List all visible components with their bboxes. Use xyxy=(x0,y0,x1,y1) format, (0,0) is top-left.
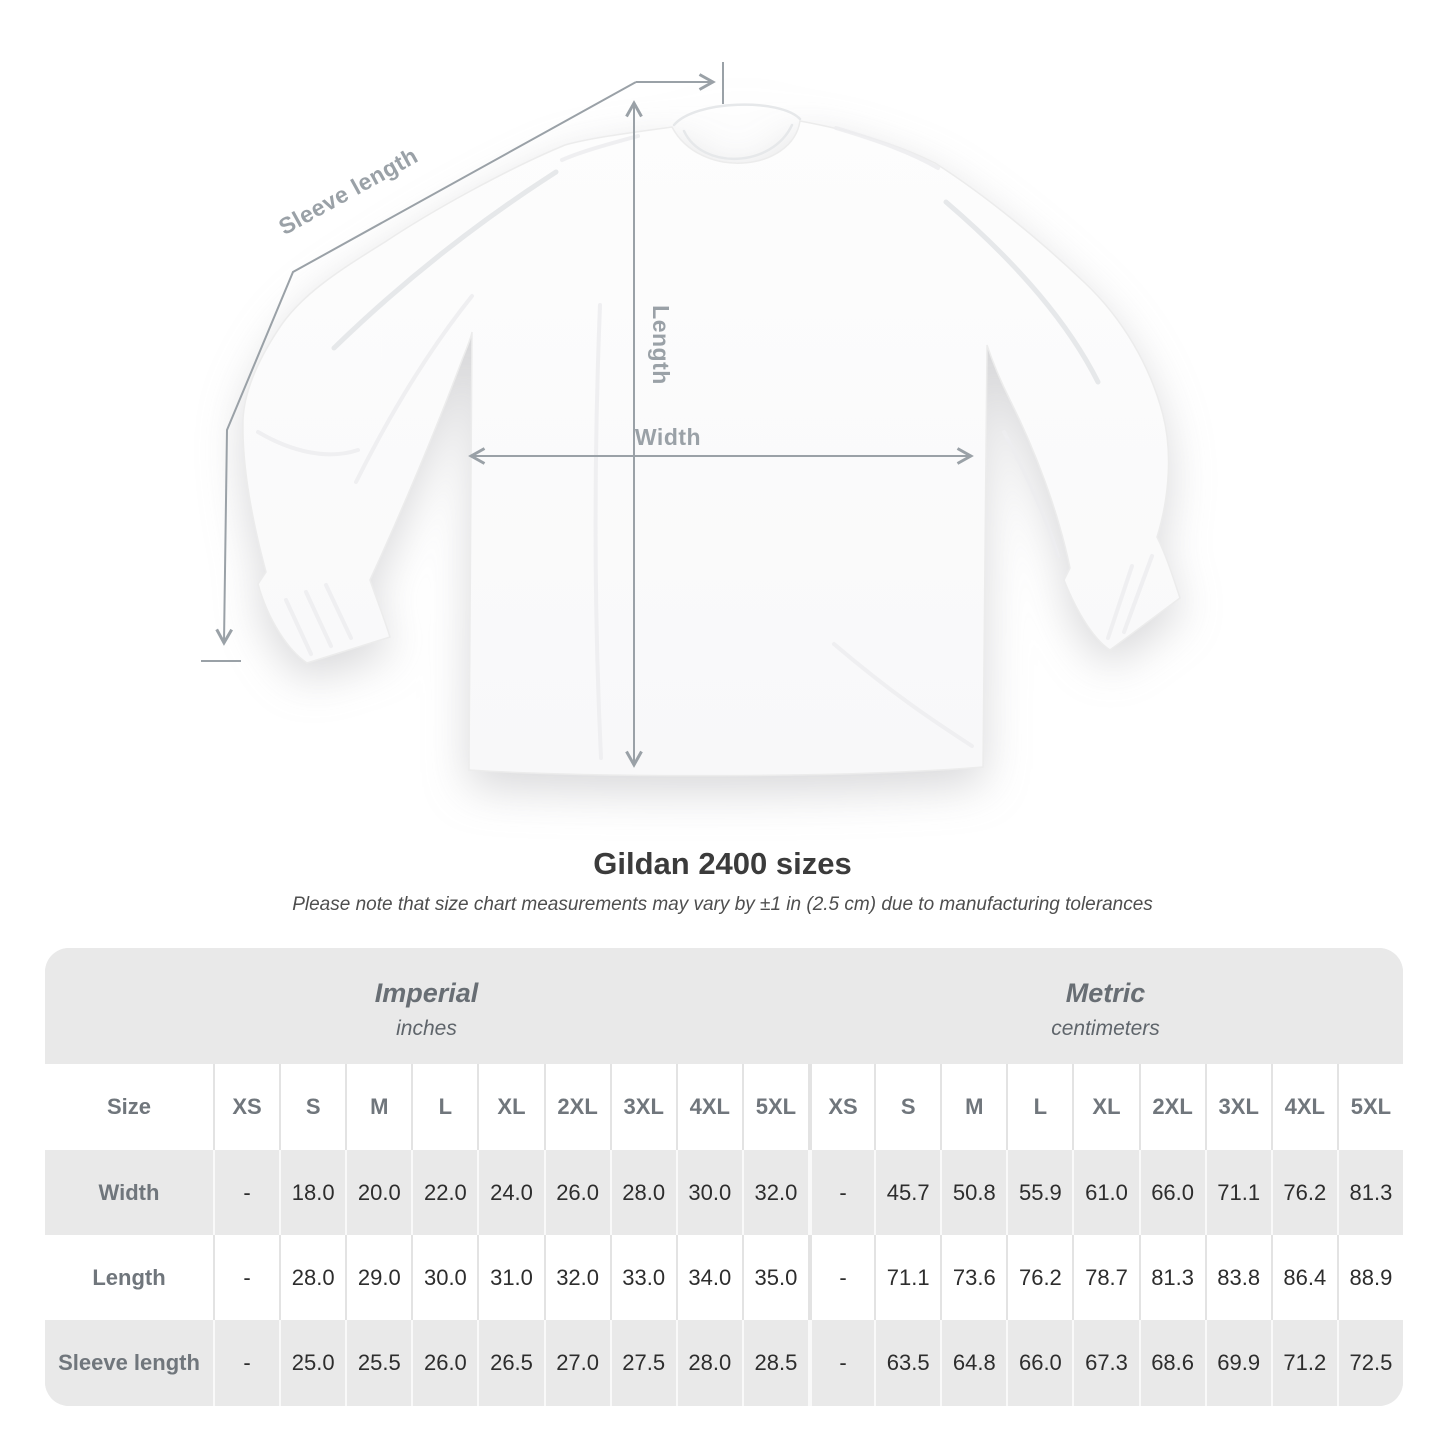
value-cell: 30.0 xyxy=(411,1235,478,1320)
value-cell: 45.7 xyxy=(874,1150,941,1235)
row-label: Width xyxy=(45,1150,213,1235)
value-cell: - xyxy=(213,1150,280,1235)
value-cell: 26.5 xyxy=(477,1320,544,1406)
value-cell: 28.0 xyxy=(279,1235,346,1320)
imperial-unit-group-header: Imperial inches xyxy=(45,948,808,1064)
size-column-header: XS xyxy=(213,1064,280,1150)
size-column-header: S xyxy=(279,1064,346,1150)
value-cell: 63.5 xyxy=(874,1320,941,1406)
value-cell: 35.0 xyxy=(741,1235,808,1320)
value-cell: 72.5 xyxy=(1336,1320,1403,1406)
size-column-header: M xyxy=(940,1064,1007,1150)
value-cell: 81.3 xyxy=(1336,1150,1403,1235)
value-cell: 25.5 xyxy=(345,1320,412,1406)
size-column-header: XL xyxy=(477,1064,544,1150)
value-cell: 24.0 xyxy=(477,1150,544,1235)
value-cell: 67.3 xyxy=(1072,1320,1139,1406)
size-column-header: 3XL xyxy=(609,1064,676,1150)
size-column-header: 4XL xyxy=(1270,1064,1337,1150)
value-cell: 86.4 xyxy=(1270,1235,1337,1320)
value-cell: 34.0 xyxy=(675,1235,742,1320)
size-column-header: L xyxy=(411,1064,478,1150)
value-cell: 76.2 xyxy=(1270,1150,1337,1235)
value-cell: 66.0 xyxy=(1138,1150,1205,1235)
value-cell: 32.0 xyxy=(741,1150,808,1235)
value-cell: 18.0 xyxy=(279,1150,346,1235)
sleeve-length-measure-line xyxy=(201,62,724,662)
shirt-diagram-svg: Sleeve length Length Width xyxy=(201,62,1181,777)
value-cell: 22.0 xyxy=(411,1150,478,1235)
value-cell: 28.0 xyxy=(675,1320,742,1406)
value-cell: - xyxy=(808,1235,875,1320)
size-column-header: Size xyxy=(45,1064,213,1150)
row-label: Sleeve length xyxy=(45,1320,213,1406)
value-cell: 71.2 xyxy=(1270,1320,1337,1406)
value-cell: 29.0 xyxy=(345,1235,412,1320)
size-column-header: 2XL xyxy=(543,1064,610,1150)
value-cell: 50.8 xyxy=(940,1150,1007,1235)
tolerance-note: Please note that size chart measurements… xyxy=(292,894,1153,915)
value-cell: 28.5 xyxy=(741,1320,808,1406)
value-cell: 26.0 xyxy=(411,1320,478,1406)
value-cell: - xyxy=(213,1320,280,1406)
long-sleeve-shirt-illustration xyxy=(242,103,1181,777)
value-cell: 28.0 xyxy=(609,1150,676,1235)
value-cell: 81.3 xyxy=(1138,1235,1205,1320)
size-column-header: XS xyxy=(808,1064,875,1150)
value-cell: 88.9 xyxy=(1336,1235,1403,1320)
value-cell: 64.8 xyxy=(940,1320,1007,1406)
length-label: Length xyxy=(648,305,674,385)
value-cell: 66.0 xyxy=(1006,1320,1073,1406)
value-cell: - xyxy=(808,1150,875,1235)
value-cell: 78.7 xyxy=(1072,1235,1139,1320)
width-label: Width xyxy=(635,424,701,450)
value-cell: - xyxy=(213,1235,280,1320)
value-cell: 20.0 xyxy=(345,1150,412,1235)
value-cell: 27.0 xyxy=(543,1320,610,1406)
value-cell: 32.0 xyxy=(543,1235,610,1320)
value-cell: 33.0 xyxy=(609,1235,676,1320)
row-label: Length xyxy=(45,1235,213,1320)
size-column-header: M xyxy=(345,1064,412,1150)
size-column-header: 3XL xyxy=(1204,1064,1271,1150)
metric-unit-group-header: Metric centimeters xyxy=(808,948,1403,1064)
size-column-header: 5XL xyxy=(1336,1064,1403,1150)
value-cell: - xyxy=(808,1320,875,1406)
size-column-header: L xyxy=(1006,1064,1073,1150)
value-cell: 30.0 xyxy=(675,1150,742,1235)
page-title: Gildan 2400 sizes xyxy=(593,846,852,881)
value-cell: 71.1 xyxy=(874,1235,941,1320)
metric-unit: centimeters xyxy=(1051,1016,1160,1040)
value-cell: 26.0 xyxy=(543,1150,610,1235)
value-cell: 25.0 xyxy=(279,1320,346,1406)
size-column-header: S xyxy=(874,1064,941,1150)
value-cell: 73.6 xyxy=(940,1235,1007,1320)
imperial-label: Imperial xyxy=(374,977,479,1008)
shirt-measurement-diagram: Sleeve length Length Width xyxy=(201,62,1181,777)
value-cell: 27.5 xyxy=(609,1320,676,1406)
value-cell: 76.2 xyxy=(1006,1235,1073,1320)
value-cell: 31.0 xyxy=(477,1235,544,1320)
value-cell: 69.9 xyxy=(1204,1320,1271,1406)
value-cell: 83.8 xyxy=(1204,1235,1271,1320)
value-cell: 68.6 xyxy=(1138,1320,1205,1406)
value-cell: 61.0 xyxy=(1072,1150,1139,1235)
sleeve-length-label: Sleeve length xyxy=(274,142,422,240)
metric-label: Metric xyxy=(1065,977,1146,1008)
size-column-header: 4XL xyxy=(675,1064,742,1150)
size-column-header: 5XL xyxy=(741,1064,808,1150)
value-cell: 55.9 xyxy=(1006,1150,1073,1235)
size-table: Imperial inches Metric centimeters Size … xyxy=(45,948,1403,1406)
size-column-header: 2XL xyxy=(1138,1064,1205,1150)
value-cell: 71.1 xyxy=(1204,1150,1271,1235)
imperial-unit: inches xyxy=(396,1016,457,1040)
size-column-header: XL xyxy=(1072,1064,1139,1150)
